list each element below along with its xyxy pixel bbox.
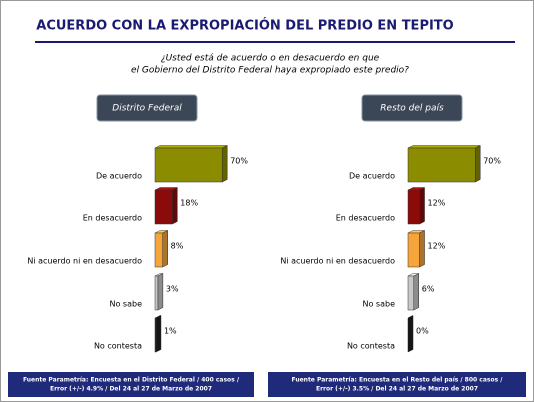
category-label: De acuerdo — [349, 172, 395, 181]
bar — [154, 189, 173, 225]
bar — [407, 275, 415, 311]
bar — [407, 147, 476, 183]
bar-shade — [221, 145, 228, 183]
category-label: No contesta — [347, 342, 395, 351]
value-label: 3% — [166, 285, 179, 294]
source-box — [8, 372, 254, 397]
source-note: Error (+/-) 4.9% / Del 24 al 27 de Marzo… — [50, 386, 212, 393]
value-label: 18% — [180, 199, 198, 208]
category-label: En desacuerdo — [83, 214, 142, 223]
value-label: 8% — [171, 242, 184, 251]
bar-shade — [413, 273, 420, 311]
category-label: De acuerdo — [96, 172, 142, 181]
question: el Gobierno del Distrito Federal haya ex… — [131, 66, 409, 76]
source-note: Fuente Parametría: Encuesta en el Distri… — [23, 377, 240, 384]
bar-shade — [162, 230, 168, 268]
bar — [154, 147, 223, 183]
bar-shade — [407, 145, 481, 149]
bar-shade — [157, 273, 164, 311]
category-label: Ni acuerdo ni en desacuerdo — [27, 257, 142, 266]
category-label: No contesta — [94, 342, 142, 351]
category-label: No sabe — [363, 300, 396, 309]
panel-title-box — [361, 94, 463, 122]
panel-title: Distrito Federal — [112, 104, 182, 114]
value-label: 6% — [422, 285, 435, 294]
source-note: Fuente Parametría: Encuesta en el Resto … — [292, 377, 504, 384]
bar-shade — [155, 315, 162, 353]
bar-shade — [172, 187, 178, 225]
value-label: 12% — [428, 242, 446, 251]
bar-shade — [474, 145, 481, 183]
chart-title: ACUERDO CON LA EXPROPIACIÓN DEL PREDIO E… — [36, 18, 453, 34]
bar — [407, 189, 420, 225]
category-label: Ni acuerdo ni en desacuerdo — [280, 257, 395, 266]
value-label: 1% — [164, 327, 177, 336]
panel-title: Resto del país — [380, 104, 444, 114]
value-label: 70% — [483, 157, 501, 166]
bar-shade — [419, 187, 425, 225]
category-label: No sabe — [110, 300, 143, 309]
source-box — [268, 372, 526, 397]
bar-shade — [154, 145, 228, 149]
value-label: 0% — [416, 327, 429, 336]
category-label: En desacuerdo — [336, 214, 395, 223]
bar — [407, 232, 420, 268]
bar — [154, 275, 159, 311]
value-label: 12% — [428, 199, 446, 208]
question: ¿Usted está de acuerdo o en desacuerdo e… — [161, 54, 380, 64]
value-label: 70% — [230, 157, 248, 166]
bar — [154, 232, 163, 268]
bar-shade — [407, 315, 414, 353]
bar-shade — [419, 230, 425, 268]
panel-title-box — [96, 94, 198, 122]
bar — [154, 317, 157, 353]
source-note: Error (+/-) 3.5% / Del 24 al 27 de Marzo… — [316, 386, 478, 393]
